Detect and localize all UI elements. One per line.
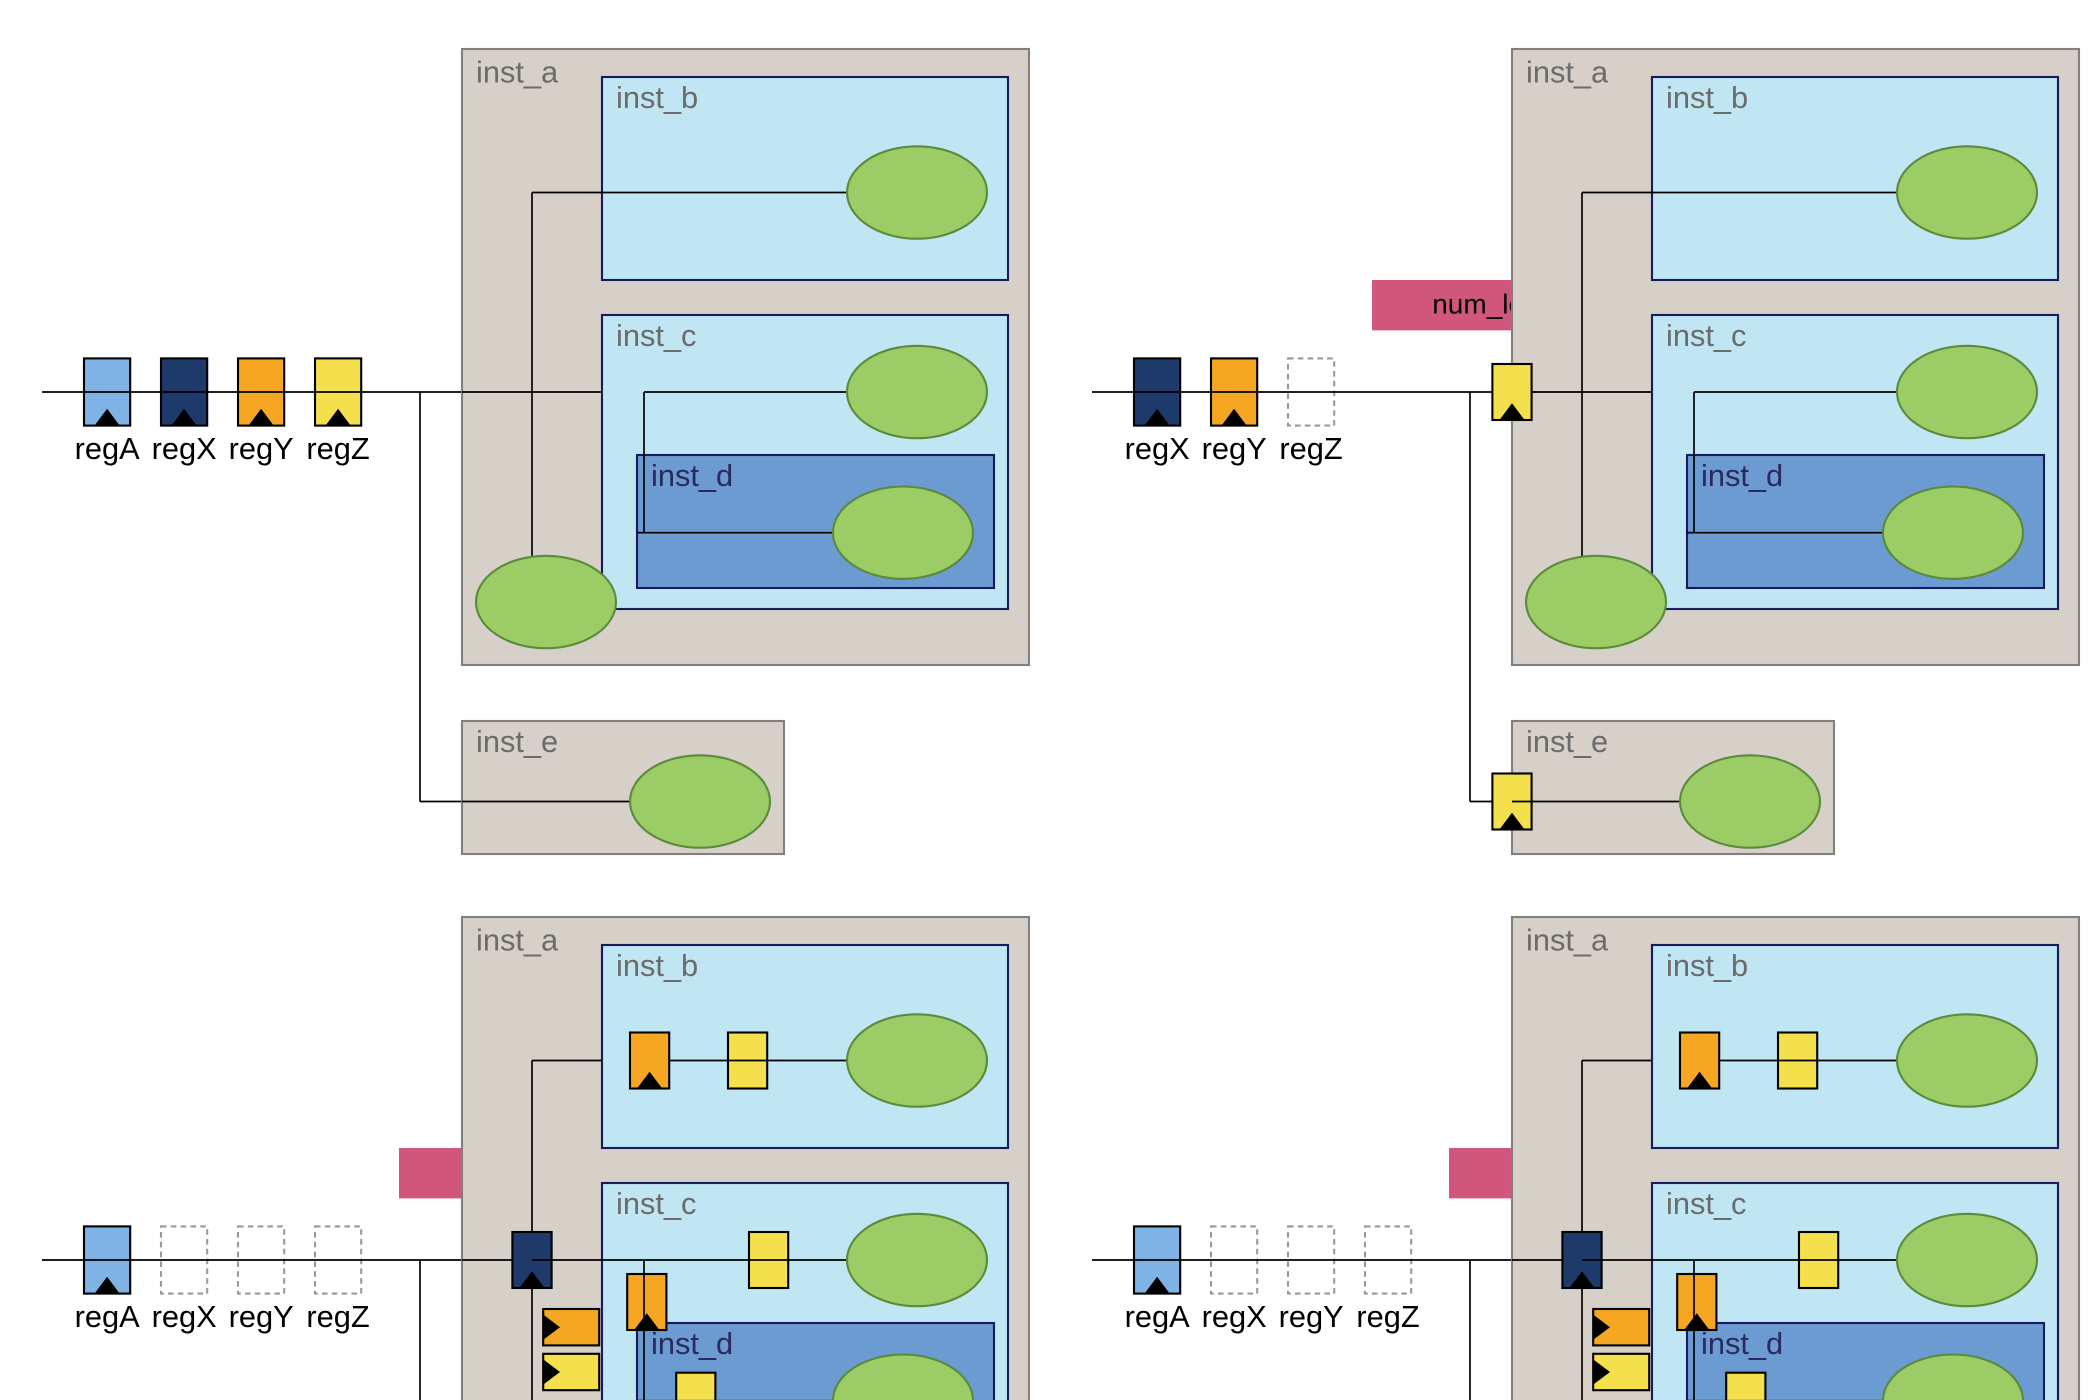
- pushed-regY-c: [627, 1274, 666, 1330]
- inst-a-label: inst_a: [476, 923, 559, 958]
- reg-regY: regY: [229, 358, 294, 466]
- reg-body: [1726, 1373, 1765, 1400]
- inst-d-ellipse: [833, 487, 973, 579]
- quadrant-num-levels-3-left: regAregXregYregZnum_levels=3inst_ainst_b…: [42, 917, 1029, 1400]
- pushed-regY-a-h: [1593, 1309, 1649, 1345]
- inst-b-ellipse: [1897, 1014, 2037, 1106]
- pushed-regZ-a-h: [543, 1354, 599, 1390]
- inst-d-ellipse: [1883, 487, 2023, 579]
- reg-label: regX: [152, 431, 217, 466]
- inst-e-ellipse: [630, 755, 770, 847]
- inst-c-ellipse: [1897, 1214, 2037, 1306]
- inst-b-label: inst_b: [616, 948, 698, 983]
- inst-a-label: inst_a: [1526, 923, 1609, 958]
- reg-regA: regA: [75, 1226, 141, 1334]
- reg-label: regA: [1125, 1299, 1191, 1334]
- quadrant-num-levels-1: regXregYregZnum_levels=1inst_ainst_binst…: [1092, 49, 2079, 854]
- reg-label: regY: [1202, 431, 1267, 466]
- inst-e-label: inst_e: [1526, 724, 1608, 759]
- reg-regZ: regZ: [1356, 1226, 1419, 1334]
- inst-c-label: inst_c: [616, 1186, 696, 1221]
- reg-regZ: regZ: [306, 358, 369, 466]
- inst-c-label: inst_c: [1666, 1186, 1746, 1221]
- inst-b-label: inst_b: [1666, 948, 1748, 983]
- inst-b-label: inst_b: [1666, 80, 1748, 115]
- reg-label: regA: [75, 1299, 141, 1334]
- pushed-regZ-a: [1492, 364, 1531, 420]
- reg-label: regY: [229, 431, 294, 466]
- reg-label: regZ: [306, 431, 369, 466]
- pushed-regY-b: [630, 1033, 669, 1089]
- reg-regZ: regZ: [306, 1226, 369, 1334]
- inst-d-label: inst_d: [651, 458, 733, 493]
- inst-c-ellipse: [1897, 346, 2037, 438]
- inst-a-ellipse: [476, 556, 616, 648]
- pushed-regZ-d: [1726, 1373, 1765, 1400]
- inst-b-ellipse: [847, 146, 987, 238]
- inst-b-ellipse: [847, 1014, 987, 1106]
- inst-c-ellipse: [847, 346, 987, 438]
- inst-a-label: inst_a: [476, 55, 559, 90]
- reg-label: regY: [1279, 1299, 1344, 1334]
- reg-label: regZ: [1356, 1299, 1419, 1334]
- pushed-regZ-d: [676, 1373, 715, 1400]
- reg-regY: regY: [1202, 358, 1267, 466]
- reg-label: regZ: [306, 1299, 369, 1334]
- reg-regX: regX: [152, 1226, 217, 1334]
- reg-label: regX: [152, 1299, 217, 1334]
- pushed-regY-c: [1677, 1274, 1716, 1330]
- scaled-content: regA regX regY regZ inst_a inst_b inst_c inst_d…: [42, 49, 2079, 1400]
- reg-regX: regX: [152, 358, 217, 466]
- reg-regA: regA: [1125, 1226, 1191, 1334]
- reg-label: regA: [75, 431, 141, 466]
- inst-c-label: inst_c: [1666, 318, 1746, 353]
- inst-e-label: inst_e: [476, 724, 558, 759]
- reg-regY: regY: [1279, 1226, 1344, 1334]
- reg-regZ: regZ: [1279, 358, 1342, 466]
- diagram-canvas: regA regX regY regZ inst_a inst_b inst_c inst_d…: [0, 0, 2100, 1400]
- reg-label: regX: [1125, 431, 1190, 466]
- inst-c-label: inst_c: [616, 318, 696, 353]
- reg-regA: regA: [75, 358, 141, 466]
- quadrant-num-levels-3-right: regAregXregYregZnum_levels=3inst_ainst_b…: [1092, 917, 2079, 1400]
- inst-c-ellipse: [847, 1214, 987, 1306]
- inst-a-ellipse: [1526, 556, 1666, 648]
- inst-d-label: inst_d: [1701, 458, 1783, 493]
- inst-e-ellipse: [1680, 755, 1820, 847]
- reg-label: regY: [229, 1299, 294, 1334]
- quadrant-original: regA regX regY regZ inst_a inst_b inst_c inst_d…: [42, 49, 1029, 854]
- pushed-regY-b: [1680, 1033, 1719, 1089]
- reg-label: regX: [1202, 1299, 1267, 1334]
- reg-regX: regX: [1202, 1226, 1267, 1334]
- reg-regX: regX: [1125, 358, 1190, 466]
- reg-regY: regY: [229, 1226, 294, 1334]
- inst-b-label: inst_b: [616, 80, 698, 115]
- inst-a-label: inst_a: [1526, 55, 1609, 90]
- reg-body: [676, 1373, 715, 1400]
- pushed-regY-a-h: [543, 1309, 599, 1345]
- pushed-regZ-a-h: [1593, 1354, 1649, 1390]
- inst-b-ellipse: [1897, 146, 2037, 238]
- reg-label: regZ: [1279, 431, 1342, 466]
